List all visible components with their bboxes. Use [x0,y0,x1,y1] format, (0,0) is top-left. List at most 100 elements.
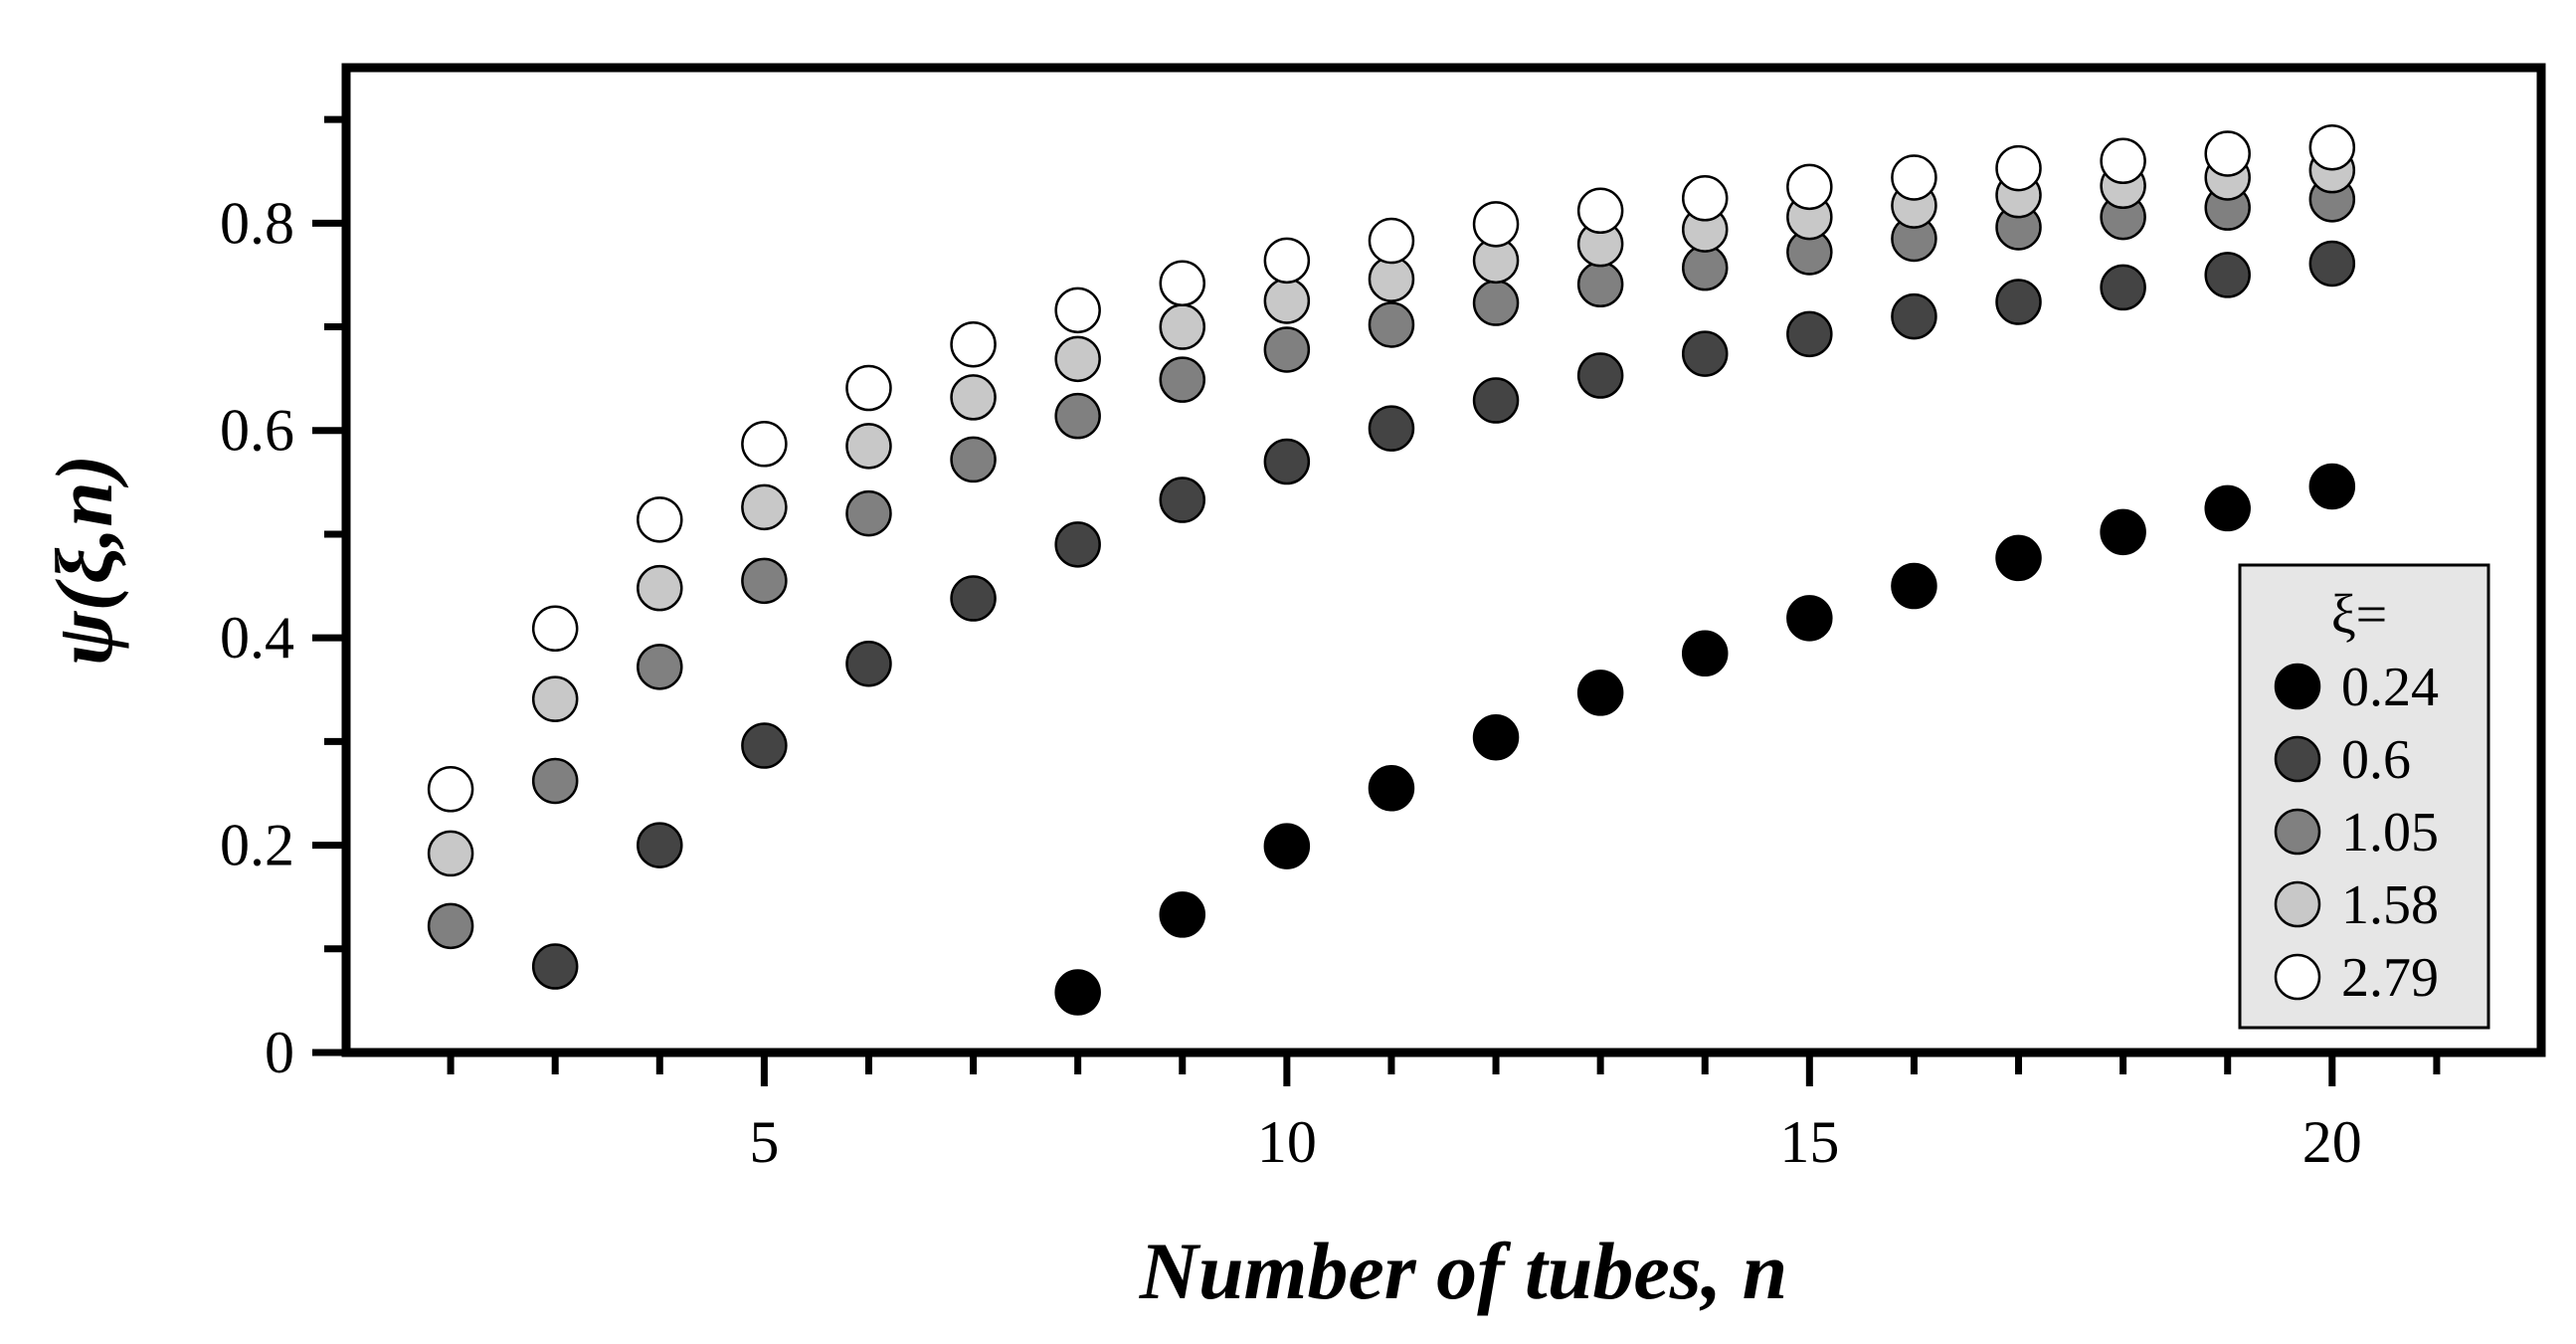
data-point [1263,438,1311,485]
data-point [531,675,579,722]
series-0-6 [531,240,2356,990]
data-point [741,483,788,531]
data-point [2204,130,2251,177]
x-tick-label: 10 [1257,1109,1317,1175]
legend-label: 0.6 [2341,729,2411,791]
plot-border [341,63,2546,1057]
data-point [950,436,997,483]
data-point [1263,326,1311,373]
x-tick-label: 15 [1779,1109,1839,1175]
data-point [1054,969,1101,1016]
data-point [1263,278,1311,324]
series-2-79 [427,123,2356,813]
data-point [2308,463,2356,510]
data-point [1891,292,1937,340]
data-point [427,830,474,877]
data-point [1368,765,1415,812]
data-point [1263,237,1311,285]
data-point [845,640,892,687]
data-point [845,364,892,412]
data-point [1368,301,1415,348]
data-point [741,421,788,468]
data-point [637,822,683,868]
data-point [1681,330,1729,377]
data-point [2100,264,2146,311]
data-point [1472,713,1520,761]
legend-label: 1.05 [2341,802,2439,864]
data-point [637,644,683,690]
legend-marker [2274,735,2321,783]
data-point [427,902,474,950]
data-point [741,557,788,605]
data-point [531,943,579,990]
data-point [531,757,579,805]
data-point [2100,508,2146,556]
data-point [637,564,683,612]
data-points [427,123,2356,1016]
data-point [1159,891,1206,938]
data-point [637,496,683,543]
data-point [1472,377,1520,424]
x-tick-label: 20 [2302,1109,2362,1175]
x-axis: 5 10 15 20 [447,1053,2441,1175]
data-point [1786,163,1833,211]
legend-box [2238,563,2490,1030]
data-point [2100,137,2146,185]
series-0-24 [1054,463,2356,1016]
data-point [1054,335,1101,383]
data-point [427,766,474,813]
data-point [845,423,892,470]
legend: ξ= 0.24 0.6 1.05 1.58 2.79 [2238,563,2490,1030]
data-point [1681,630,1729,677]
data-point [2204,252,2251,298]
data-point [1891,562,1937,610]
data-point [1576,352,1624,399]
legend-marker [2274,880,2321,928]
data-point [2204,484,2251,532]
data-point [1472,280,1520,326]
data-point [1054,521,1101,568]
data-point [531,605,579,653]
y-axis-title: ψ(ξ,n) [39,455,129,666]
data-point [1995,279,2042,325]
data-point [1054,392,1101,440]
data-point [1159,303,1206,350]
data-point [2308,240,2356,288]
data-point [950,575,997,622]
data-point [1368,217,1415,265]
y-tick-label: 0.4 [220,605,294,671]
data-point [1786,310,1833,358]
data-point [1368,405,1415,452]
y-tick-label: 0.6 [220,398,294,464]
data-point [741,722,788,769]
data-point [2308,123,2356,171]
legend-marker [2274,663,2321,710]
x-axis-title: Number of tubes, n [1139,1226,1788,1316]
legend-marker [2274,953,2321,1001]
series-1-05 [427,176,2356,950]
legend-label: 2.79 [2341,947,2439,1009]
data-point [1995,144,2042,192]
data-point [1576,187,1624,235]
y-tick-label: 0.2 [220,813,294,878]
x-tick-label: 5 [749,1109,779,1175]
data-point [845,489,892,537]
data-point [1576,261,1624,308]
data-point [1891,154,1937,201]
data-point [1472,201,1520,248]
legend-label: 0.24 [2341,657,2439,718]
data-point [1681,175,1729,222]
data-point [1054,287,1101,334]
y-tick-label: 0.8 [220,190,294,256]
data-point [1786,595,1833,642]
data-point [1995,534,2042,582]
y-tick-label: 0 [265,1020,294,1085]
data-point [1263,823,1311,869]
legend-label: 1.58 [2341,874,2439,936]
data-point [950,374,997,421]
plot-area [341,63,2546,1057]
data-point [1159,356,1206,403]
legend-marker [2274,808,2321,856]
data-point [1576,670,1624,716]
